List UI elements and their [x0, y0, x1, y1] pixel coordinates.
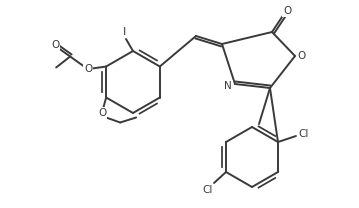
Text: I: I [123, 27, 127, 37]
Text: O: O [298, 51, 306, 61]
Text: N: N [224, 81, 232, 91]
Text: O: O [283, 6, 291, 16]
Text: O: O [84, 64, 92, 74]
Text: O: O [98, 109, 106, 119]
Text: Cl: Cl [299, 129, 309, 139]
Text: Cl: Cl [203, 185, 213, 195]
Text: O: O [51, 40, 59, 50]
